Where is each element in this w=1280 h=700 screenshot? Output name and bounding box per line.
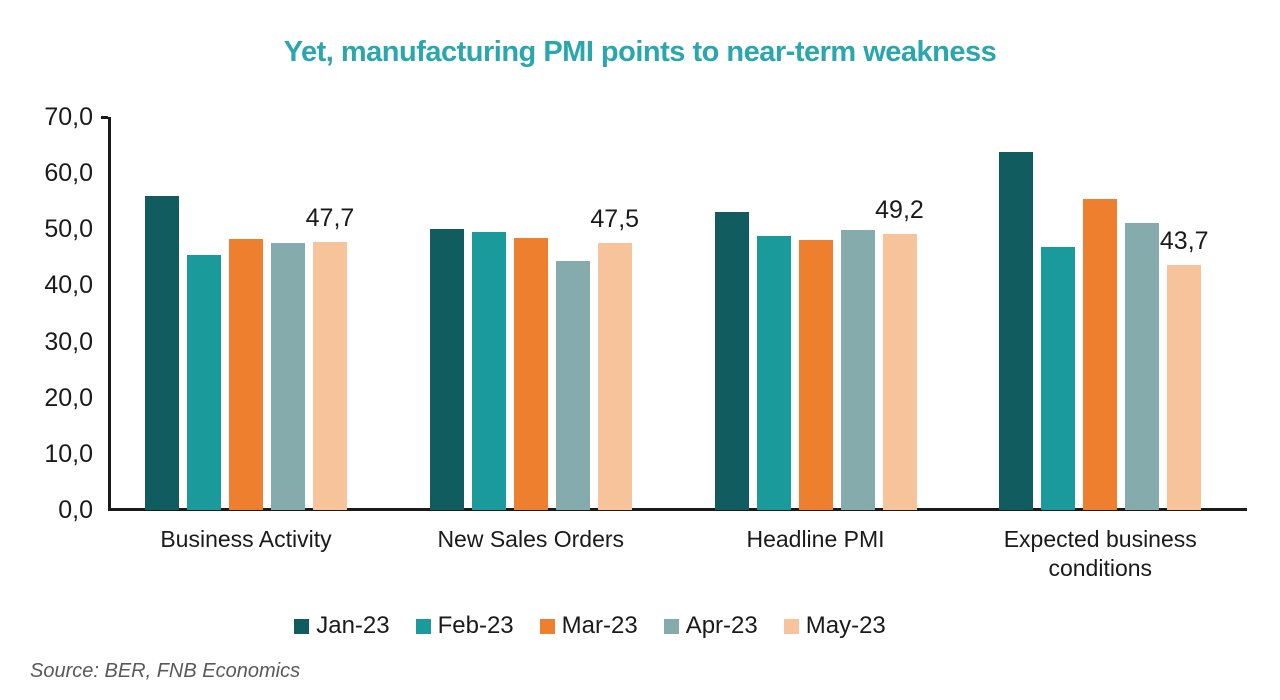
chart-title: Yet, manufacturing PMI points to near-te… xyxy=(283,36,997,68)
legend: Jan-23 Feb-23 Mar-23 Apr-23 May-23 xyxy=(0,612,1180,640)
bar-value-label: 49,2 xyxy=(875,195,924,224)
bar-mar-23-business-activity xyxy=(229,238,263,510)
legend-label: Jan-23 xyxy=(316,612,390,639)
bar-apr-23-business-activity xyxy=(271,242,305,510)
legend-label: May-23 xyxy=(805,612,886,639)
y-axis-label: 0,0 xyxy=(58,496,93,524)
y-axis-label: 30,0 xyxy=(44,327,93,356)
bar-mar-23-headline-pmi xyxy=(798,239,833,510)
bar-feb-23-headline-pmi xyxy=(756,236,791,510)
y-axis-label: 60,0 xyxy=(44,159,93,188)
bar-feb-23-business-activity xyxy=(187,254,221,510)
legend-item-mar-23: Mar-23 xyxy=(539,612,638,640)
source-note: Source: BER, FNB Economics xyxy=(30,660,301,682)
legend-swatch xyxy=(783,618,799,634)
bar-jan-23-business-activity xyxy=(145,195,179,510)
legend-swatch xyxy=(539,618,555,634)
legend-item-jan-23: Jan-23 xyxy=(294,612,390,640)
bar-jan-23-new-sales-orders xyxy=(429,228,464,510)
category-label: Headline PMI xyxy=(746,526,885,552)
x-axis-line xyxy=(108,508,1247,511)
legend-item-apr-23: Apr-23 xyxy=(663,612,758,640)
y-axis-label: 70,0 xyxy=(44,103,93,131)
bar-may-23-expected-business-conditions xyxy=(1167,264,1202,510)
bar-jan-23-expected-business-conditions xyxy=(999,151,1034,510)
legend-label: Feb-23 xyxy=(437,612,514,639)
bar-apr-23-headline-pmi xyxy=(840,230,875,510)
y-axis-top-tick xyxy=(101,116,108,119)
legend-label: Mar-23 xyxy=(561,612,638,639)
category-label: Expected business conditions xyxy=(1003,526,1197,581)
bar-mar-23-new-sales-orders xyxy=(513,237,548,510)
bar-apr-23-new-sales-orders xyxy=(555,260,590,510)
bar-may-23-new-sales-orders xyxy=(597,243,632,510)
legend-swatch xyxy=(663,618,679,634)
bar-may-23-headline-pmi xyxy=(882,233,917,510)
y-axis-label: 40,0 xyxy=(44,271,93,300)
y-axis-label: 10,0 xyxy=(44,439,93,468)
bar-value-label: 43,7 xyxy=(1159,226,1209,255)
bar-jan-23-headline-pmi xyxy=(714,212,749,510)
category-label: New Sales Orders xyxy=(437,526,625,552)
legend-swatch xyxy=(294,618,310,634)
legend-label: Apr-23 xyxy=(685,612,758,639)
y-axis-label: 50,0 xyxy=(44,215,93,244)
bar-feb-23-new-sales-orders xyxy=(471,231,506,510)
legend-item-may-23: May-23 xyxy=(783,612,886,640)
bar-value-label: 47,5 xyxy=(590,205,640,234)
y-axis-line xyxy=(108,117,111,510)
bar-apr-23-expected-business-conditions xyxy=(1125,222,1160,510)
y-axis-label: 20,0 xyxy=(44,383,93,412)
legend-swatch xyxy=(415,618,431,634)
category-label: Business Activity xyxy=(160,526,332,552)
legend-item-feb-23: Feb-23 xyxy=(415,612,514,640)
bar-feb-23-expected-business-conditions xyxy=(1041,247,1076,510)
bar-mar-23-expected-business-conditions xyxy=(1083,198,1118,510)
bar-may-23-business-activity xyxy=(313,242,347,510)
bar-value-label: 47,7 xyxy=(305,204,355,233)
